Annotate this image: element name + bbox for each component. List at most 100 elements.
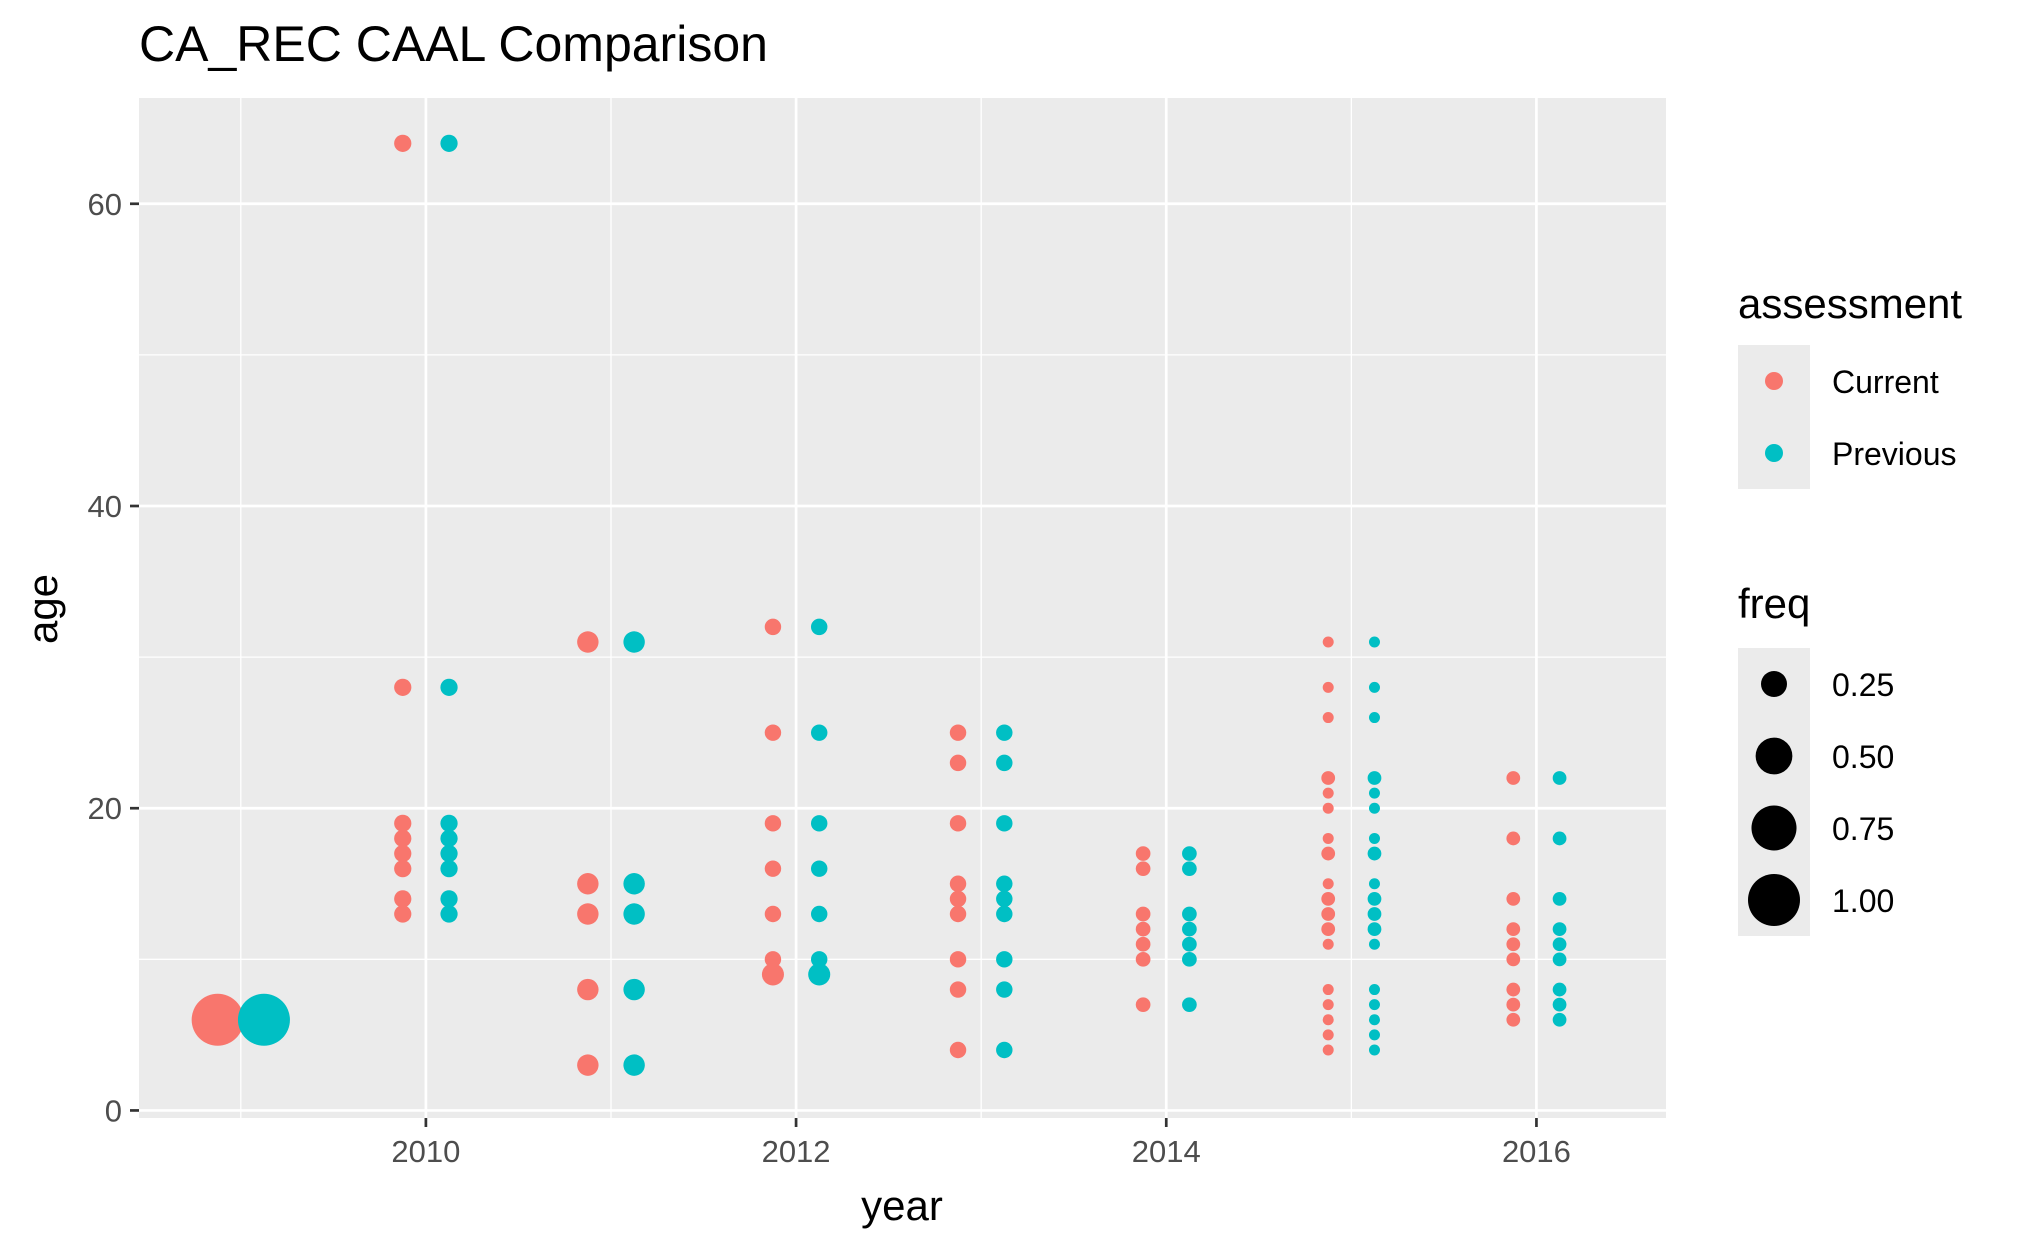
point-current (1506, 892, 1521, 906)
point-previous (623, 1054, 645, 1076)
point-current (764, 724, 782, 741)
point-current (1135, 861, 1151, 877)
point-previous (1182, 861, 1197, 877)
point-current (1506, 937, 1521, 952)
y-tick-label: 0 (105, 1093, 122, 1128)
point-current (949, 754, 967, 772)
point-current (1506, 982, 1521, 997)
point-current (394, 890, 412, 908)
point-current (764, 951, 782, 968)
point-current (949, 890, 967, 908)
point-previous (1552, 831, 1567, 846)
x-axis-title: year (861, 1182, 943, 1229)
point-previous (440, 844, 458, 863)
point-current (1506, 771, 1521, 785)
point-current (1321, 846, 1336, 861)
legend-size-dot (1751, 805, 1797, 851)
point-previous (1552, 771, 1567, 785)
point-current (1506, 952, 1521, 967)
point-previous (440, 905, 458, 923)
legend-previous-dot (1765, 444, 1783, 462)
point-current (394, 860, 412, 878)
point-current (577, 1054, 599, 1076)
point-current (1506, 1012, 1521, 1027)
point-current (1321, 922, 1336, 936)
point-current (949, 724, 967, 741)
legend-size-label: 0.25 (1832, 667, 1894, 703)
point-previous (1368, 712, 1380, 724)
point-current (1322, 787, 1334, 799)
point-current (1322, 1029, 1334, 1041)
point-current (1321, 907, 1336, 921)
legend-assessment: assessment Current Previous (1738, 280, 1962, 489)
point-previous (1552, 892, 1567, 906)
point-previous (810, 724, 828, 741)
minor-gridlines (139, 98, 1666, 1118)
point-previous (440, 134, 458, 152)
point-previous (1367, 846, 1382, 861)
legend-assessment-title: assessment (1738, 280, 1962, 327)
point-current (1322, 832, 1334, 844)
point-previous (1368, 1029, 1380, 1041)
legend-previous-label: Previous (1832, 436, 1957, 472)
point-current (1135, 997, 1151, 1013)
point-current (577, 978, 599, 1001)
point-current (394, 829, 412, 848)
point-previous (440, 890, 458, 908)
legend-size-dot (1748, 874, 1800, 926)
point-previous (1182, 936, 1197, 952)
point-previous (996, 1041, 1013, 1059)
point-previous (1367, 907, 1382, 921)
point-previous (1552, 1012, 1567, 1027)
x-tick-label: 2016 (1502, 1134, 1571, 1169)
point-previous (1552, 997, 1567, 1012)
point-current (577, 903, 599, 925)
point-current (1322, 712, 1334, 724)
point-previous (996, 951, 1013, 968)
point-current (949, 815, 967, 832)
point-previous (1368, 878, 1380, 890)
point-previous (623, 903, 645, 925)
point-previous (1182, 997, 1197, 1013)
point-current (1321, 892, 1336, 906)
legend-current-label: Current (1832, 364, 1939, 400)
point-previous (810, 905, 828, 923)
legend-size-label: 0.50 (1832, 739, 1894, 775)
point-current (764, 618, 782, 636)
y-tick-label: 60 (88, 187, 122, 222)
y-tick-label: 40 (88, 489, 122, 524)
point-previous (810, 815, 828, 832)
point-current (1322, 984, 1334, 996)
point-current (1135, 936, 1151, 952)
point-current (1321, 771, 1336, 785)
point-current (1322, 999, 1334, 1011)
point-previous (996, 815, 1013, 832)
point-current (1135, 906, 1151, 922)
point-current (1322, 636, 1334, 648)
point-previous (996, 875, 1013, 893)
x-tick-label: 2014 (1132, 1134, 1201, 1169)
point-previous (1367, 892, 1382, 906)
x-tick-labels: 2010 2012 2014 2016 (391, 1134, 1571, 1169)
point-previous (1368, 787, 1380, 799)
y-axis-title: age (19, 574, 66, 644)
point-current (1135, 951, 1151, 967)
point-current (1506, 997, 1521, 1012)
point-previous (1552, 937, 1567, 952)
legend-current-dot (1765, 372, 1783, 390)
point-previous (440, 860, 458, 878)
point-current (191, 993, 244, 1046)
point-previous (1552, 922, 1567, 936)
point-current (1135, 846, 1151, 861)
point-previous (1367, 771, 1382, 785)
point-current (394, 134, 412, 152)
legend-freq-title: freq (1738, 580, 1810, 627)
point-current (949, 905, 967, 923)
point-current (1322, 802, 1334, 814)
point-current (394, 814, 412, 832)
point-previous (810, 860, 828, 877)
x-tick-label: 2012 (762, 1134, 831, 1169)
legend-size-label: 1.00 (1832, 883, 1894, 919)
point-previous (1182, 921, 1197, 937)
point-previous (810, 951, 828, 968)
